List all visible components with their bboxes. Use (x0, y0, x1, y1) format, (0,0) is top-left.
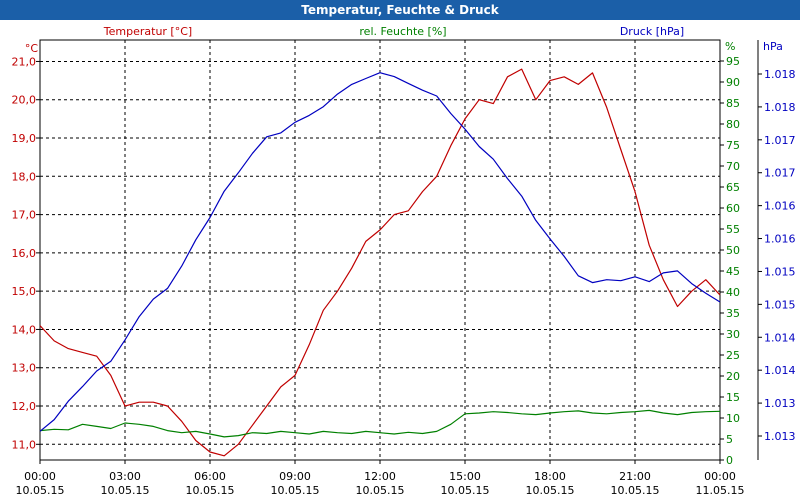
temperature-tick-label: 18,0 (12, 170, 37, 183)
x-tick-label-time: 06:00 (194, 470, 226, 483)
x-tick-label-date: 10.05.15 (271, 484, 320, 497)
chart-title: Temperatur, Feuchte & Druck (0, 0, 800, 20)
humidity-tick-label: 50 (726, 244, 740, 257)
humidity-unit-label: % (725, 40, 735, 53)
x-tick-label-time: 00:00 (24, 470, 56, 483)
x-tick-label-time: 09:00 (279, 470, 311, 483)
pressure-tick-label: 1.017 (764, 167, 796, 180)
temperature-tick-label: 21,0 (12, 55, 37, 68)
pressure-tick-label: 1.014 (764, 364, 796, 377)
humidity-tick-label: 5 (726, 433, 733, 446)
temperature-tick-label: 20,0 (12, 94, 37, 107)
pressure-tick-label: 1.015 (764, 265, 796, 278)
humidity-tick-label: 80 (726, 118, 740, 131)
humidity-tick-label: 90 (726, 76, 740, 89)
x-tick-label-date: 10.05.15 (611, 484, 660, 497)
pressure-tick-label: 1.013 (764, 430, 796, 443)
x-tick-label-date: 10.05.15 (101, 484, 150, 497)
pressure-tick-label: 1.017 (764, 134, 796, 147)
temperature-tick-label: 13,0 (12, 362, 37, 375)
humidity-tick-label: 25 (726, 349, 740, 362)
series-line-humidity (39, 409, 721, 438)
x-tick-label-time: 18:00 (534, 470, 566, 483)
humidity-tick-label: 40 (726, 286, 740, 299)
humidity-tick-label: 10 (726, 412, 740, 425)
pressure-tick-label: 1.018 (764, 101, 796, 114)
x-tick-label-date: 10.05.15 (526, 484, 575, 497)
temperature-tick-label: 14,0 (12, 323, 37, 336)
x-tick-label-time: 21:00 (619, 470, 651, 483)
temperature-unit-label: °C (25, 42, 39, 55)
humidity-tick-label: 65 (726, 181, 740, 194)
series-line-pressure (39, 72, 721, 432)
humidity-tick-label: 20 (726, 370, 740, 383)
temperature-tick-label: 15,0 (12, 285, 37, 298)
humidity-tick-label: 85 (726, 97, 740, 110)
temperature-tick-label: 11,0 (12, 438, 37, 451)
series-line-temperature (39, 68, 721, 457)
pressure-tick-label: 1.016 (764, 233, 796, 246)
humidity-tick-label: 55 (726, 223, 740, 236)
legend-pressure: Druck [hPa] (620, 25, 684, 38)
temperature-tick-label: 19,0 (12, 132, 37, 145)
humidity-tick-label: 15 (726, 391, 740, 404)
humidity-tick-label: 30 (726, 328, 740, 341)
pressure-tick-label: 1.013 (764, 397, 796, 410)
pressure-tick-label: 1.016 (764, 200, 796, 213)
humidity-tick-label: 60 (726, 202, 740, 215)
legend-temperature: Temperatur [°C] (103, 25, 192, 38)
x-tick-label-time: 12:00 (364, 470, 396, 483)
pressure-tick-label: 1.015 (764, 298, 796, 311)
humidity-tick-label: 70 (726, 160, 740, 173)
x-tick-label-date: 10.05.15 (16, 484, 65, 497)
humidity-tick-label: 95 (726, 55, 740, 68)
legend-humidity: rel. Feuchte [%] (359, 25, 446, 38)
temperature-tick-label: 12,0 (12, 400, 37, 413)
chart-area: 00:0010.05.1503:0010.05.1506:0010.05.150… (12, 25, 796, 497)
humidity-tick-label: 45 (726, 265, 740, 278)
pressure-tick-label: 1.018 (764, 68, 796, 81)
temperature-tick-label: 16,0 (12, 247, 37, 260)
x-tick-label-date: 10.05.15 (186, 484, 235, 497)
pressure-tick-label: 1.014 (764, 331, 796, 344)
x-tick-label-date: 10.05.15 (356, 484, 405, 497)
humidity-tick-label: 35 (726, 307, 740, 320)
x-tick-label-time: 03:00 (109, 470, 141, 483)
x-tick-label-date: 11.05.15 (696, 484, 745, 497)
humidity-tick-label: 75 (726, 139, 740, 152)
x-tick-label-date: 10.05.15 (441, 484, 490, 497)
x-tick-label-time: 15:00 (449, 470, 481, 483)
pressure-unit-label: hPa (763, 40, 783, 53)
humidity-tick-label: 0 (726, 454, 733, 467)
temperature-tick-label: 17,0 (12, 209, 37, 222)
x-tick-label-time: 00:00 (704, 470, 736, 483)
